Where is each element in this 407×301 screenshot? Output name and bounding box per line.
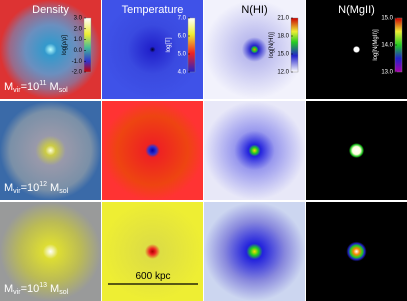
mass-label-part: 12 [39,181,47,188]
column-title: Temperature [122,4,184,16]
mass-label-part: M [4,81,13,93]
colorbar-tick-label: 15.0 [277,52,289,58]
mass-label-part: M [4,283,13,295]
map-panel [306,202,407,301]
map-panel [0,101,101,200]
colorbar-tick-label: 14.0 [381,43,393,49]
map-panel [102,202,203,301]
map-panel [204,101,305,200]
map-panel [204,202,305,301]
mass-label-part: =10 [21,182,40,194]
mass-label-part: 11 [39,80,46,87]
colorbar-label: log[N(HI)] [269,32,275,58]
mass-label-part: sol [59,289,68,296]
mass-label: Mvir=1012 Msol [4,181,69,195]
scale-bar-label: 600 kpc [135,271,170,282]
mass-label-part: vir [13,87,21,94]
mass-label-part: =10 [21,81,40,93]
mass-label-part: 13 [39,282,47,289]
mass-label-part: M [50,182,59,194]
mass-label-part: sol [59,188,68,195]
colorbar-label: log[N(MgII)] [373,29,379,61]
labels: Density Temperature N(HI) N(MgII) 3.0 2.0 1.0 0… [4,4,403,296]
column-title: N(MgII) [338,4,375,16]
colorbar [187,17,196,73]
colorbar-tick-label: 18.0 [277,34,289,40]
column-title: N(HI) [241,4,267,16]
colorbar-tick-label: 2.0 [74,26,83,32]
map-panel [204,0,305,99]
colorbar-tick-label: 21.0 [277,16,289,22]
colorbar-tick-label: -2.0 [72,70,83,76]
colorbar-label: log[ρ/ρ̄] [62,35,68,55]
map-panel [306,0,407,99]
map-panel [306,101,407,200]
mass-label-part: vir [13,289,21,296]
mass-label-part: vir [13,188,21,195]
mass-label-part: M [4,182,13,194]
mass-label: Mvir=1011 Msol [4,80,68,94]
colorbar [83,17,92,73]
mass-label-part: M [50,81,59,93]
colorbar-tick-label: 0.0 [74,48,83,54]
column-title: Density [32,4,69,16]
colorbar-tick-label: 3.0 [74,16,83,22]
mass-label-part: =10 [21,283,40,295]
colorbar-label: log[T] [166,37,172,52]
colorbar-tick-label: 12.0 [277,70,289,76]
colorbar-tick-label: 15.0 [381,16,393,22]
colorbar [290,17,299,73]
mass-label: Mvir=1013 Msol [4,282,69,296]
mass-label-part: sol [59,87,68,94]
colorbar-tick-label: 5.0 [178,52,187,58]
colorbar-tick-label: 6.0 [178,34,187,40]
colorbar-tick-label: 1.0 [74,37,83,43]
colorbar-tick-label: 7.0 [178,16,187,22]
colorbar-tick-label: -1.0 [72,59,83,65]
colorbar-tick-label: 13.0 [381,70,393,76]
colorbar-tick-label: 4.0 [178,70,187,76]
map-panel [102,0,203,99]
mass-label-part: M [50,283,59,295]
map-panel [102,101,203,200]
map-panel [0,202,101,301]
